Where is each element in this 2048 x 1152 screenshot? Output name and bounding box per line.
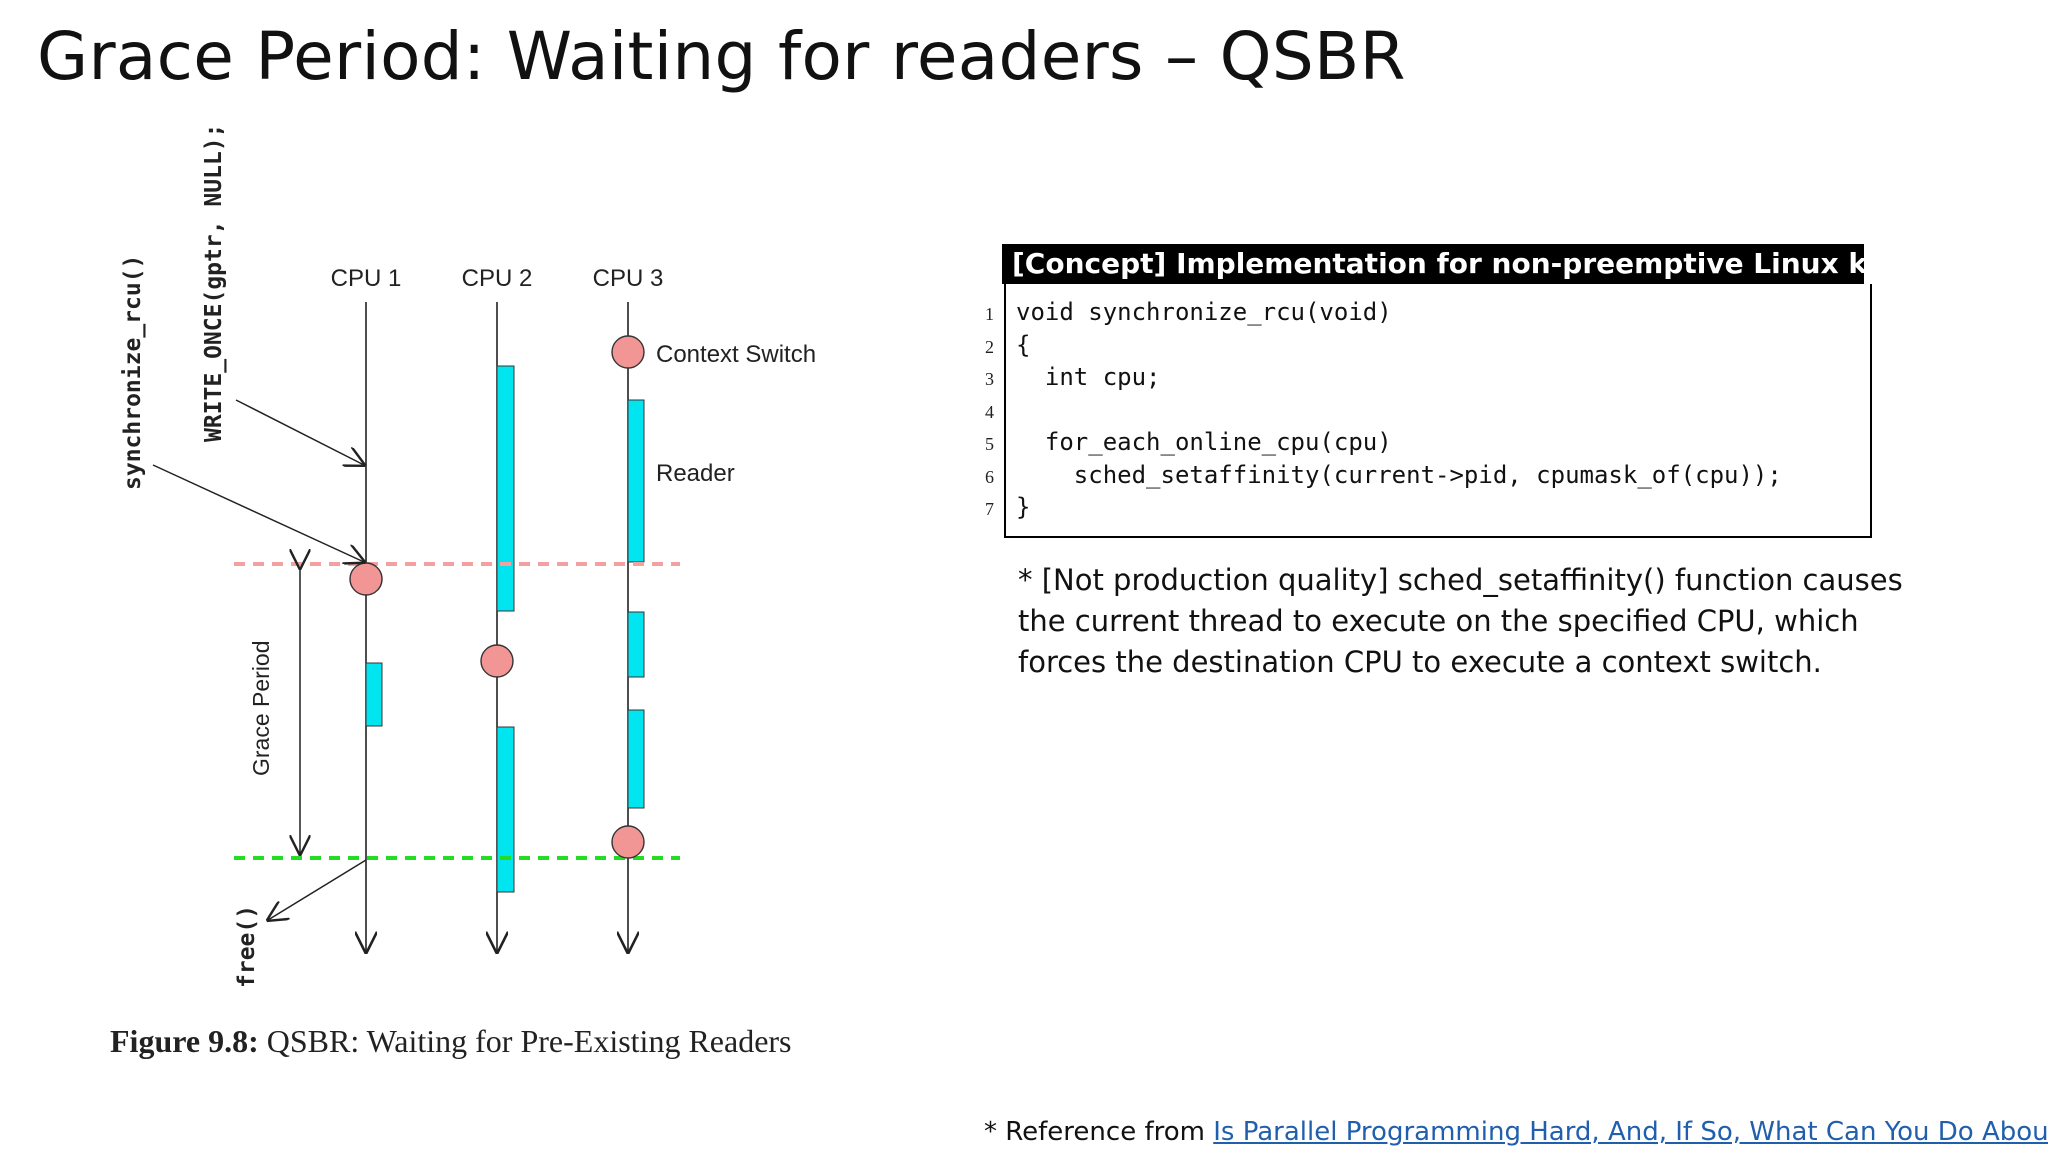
reader-bar: [365, 662, 383, 727]
code-line: [1016, 394, 1782, 427]
code-line: for_each_online_cpu(cpu): [1016, 428, 1392, 456]
cpu3-label: CPU 3: [593, 265, 664, 292]
qsbr-diagram: synchronize_rcu() WRITE_ONCE(gptr, NULL)…: [120, 124, 816, 989]
code-listing: void synchronize_rcu(void) { int cpu; fo…: [1016, 296, 1782, 524]
reference-prefix: * Reference from: [984, 1117, 1214, 1147]
line-number: 5: [985, 434, 994, 454]
code-line: int cpu;: [1016, 363, 1161, 391]
reference-link[interactable]: Is Parallel Programming Hard, And, If So…: [1213, 1117, 2048, 1147]
line-number: 1: [985, 304, 994, 324]
grace-period-label: Grace Period: [248, 640, 274, 776]
implementation-note: * [Not production quality] sched_setaffi…: [1018, 563, 1903, 679]
context-switch-marker: [611, 335, 645, 369]
slide-title: Grace Period: Waiting for readers – QSBR: [37, 18, 1406, 95]
reference-footer: * Reference from Is Parallel Programming…: [984, 1117, 2048, 1147]
context-switch-marker: [480, 644, 514, 678]
figure-caption-label: Figure 9.8:: [110, 1023, 259, 1059]
write-once-arrow: [235, 399, 364, 465]
reader-bar: [496, 365, 515, 612]
synchronize-arrow: [152, 464, 364, 562]
code-line: }: [1016, 493, 1031, 521]
line-number: 3: [985, 369, 994, 389]
free-label: free(): [234, 905, 260, 988]
concept-header: [Concept] Implementation for non-preempt…: [1002, 244, 1948, 284]
free-arrow: [268, 859, 367, 920]
reader-bar: [496, 726, 515, 893]
line-number: 6: [985, 466, 994, 487]
reader-bar: [627, 709, 645, 809]
reader-bar: [627, 399, 645, 563]
figure-caption-text: QSBR: Waiting for Pre-Existing Readers: [266, 1023, 792, 1059]
context-switch-marker: [349, 562, 383, 596]
synchronize-rcu-label: synchronize_rcu(): [120, 255, 146, 490]
context-switch-legend: Context Switch: [656, 341, 816, 368]
code-line: sched_setaffinity(current->pid, cpumask_…: [1016, 460, 1782, 489]
code-line-numbers: 1 2 3 4 5 6 7: [974, 298, 994, 526]
reader-bar: [627, 611, 645, 678]
code-line: void synchronize_rcu(void): [1016, 298, 1392, 326]
reader-legend: Reader: [656, 460, 735, 487]
figure-caption: Figure 9.8: QSBR: Waiting for Pre-Existi…: [110, 1023, 792, 1060]
code-line: {: [1016, 330, 1031, 359]
line-number: 7: [985, 499, 994, 519]
line-number: 2: [985, 336, 994, 357]
code-box: [1004, 284, 1872, 538]
line-number: 4: [985, 401, 994, 422]
cpu2-label: CPU 2: [462, 265, 533, 292]
context-switch-marker: [611, 825, 645, 859]
write-once-label: WRITE_ONCE(gptr, NULL);: [201, 124, 227, 443]
cpu1-label: CPU 1: [331, 265, 402, 292]
